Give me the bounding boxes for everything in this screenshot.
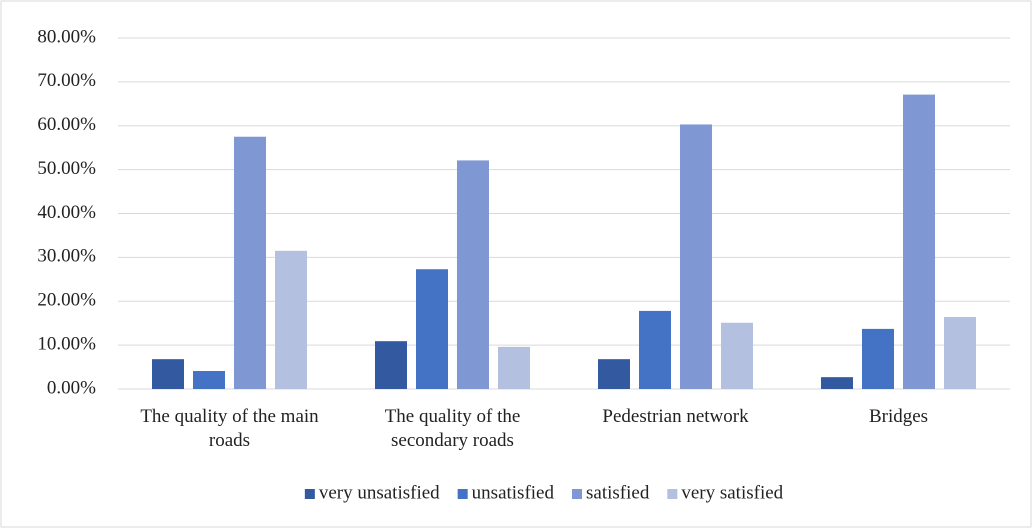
legend: very unsatisfied unsatisfied satisfied very…	[304, 482, 784, 503]
y-tick-label: 30.00%	[37, 246, 96, 267]
y-tick-label: 20.00%	[37, 290, 96, 311]
y-tick-label: 0.00%	[47, 377, 96, 398]
x-tick-label: The quality of the main roads	[140, 406, 319, 451]
bar	[416, 269, 448, 389]
y-tick-label: 60.00%	[37, 114, 96, 135]
legend-label: very satisfied	[681, 482, 783, 503]
legend-label: satisfied	[586, 482, 650, 503]
y-tick-label: 70.00%	[37, 70, 96, 91]
y-tick-label: 50.00%	[37, 158, 96, 179]
bar	[275, 250, 307, 389]
bar	[821, 377, 853, 389]
x-tick-label-box: Bridges	[868, 406, 929, 427]
legend-swatch	[572, 489, 582, 499]
bar	[234, 136, 266, 389]
bar	[680, 124, 712, 389]
x-tick-label: Bridges	[868, 406, 929, 427]
bar	[498, 346, 530, 389]
legend-label: unsatisfied	[472, 482, 555, 503]
x-tick-label-box: The quality of the main roads	[140, 406, 319, 451]
x-tick-label-box: Pedestrian network	[602, 406, 749, 427]
x-tick-label: Pedestrian network	[602, 406, 749, 427]
bar	[193, 371, 225, 389]
y-tick-label: 40.00%	[37, 202, 96, 223]
bar	[903, 94, 935, 389]
bar	[862, 328, 894, 389]
bar	[944, 317, 976, 389]
bar	[457, 160, 489, 389]
bar	[639, 310, 671, 389]
bar	[721, 322, 753, 389]
bar	[375, 341, 407, 389]
legend-label: very unsatisfied	[319, 482, 440, 503]
bar	[598, 359, 630, 389]
y-tick-label: 10.00%	[37, 333, 96, 354]
x-tick-label: The quality of the secondary roads	[384, 406, 521, 451]
bar	[152, 359, 184, 389]
legend-swatch	[304, 489, 315, 499]
legend-swatch	[667, 489, 678, 499]
y-tick-label: 80.00%	[37, 26, 96, 47]
legend-swatch	[457, 489, 468, 499]
x-tick-label-box: The quality of the secondary roads	[384, 406, 521, 451]
